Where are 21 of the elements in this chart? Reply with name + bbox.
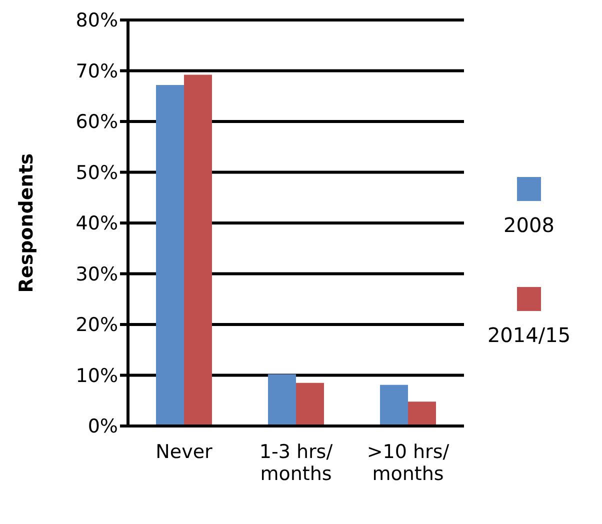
x-tick-label: >10 hrs/ months	[366, 441, 450, 485]
legend-label: 2014/15	[487, 323, 571, 347]
y-tick-label: 0%	[88, 416, 118, 438]
y-tick-label: 40%	[76, 212, 118, 235]
x-tick-label: Never	[156, 441, 213, 463]
bar	[408, 402, 436, 426]
x-tick-label: 1-3 hrs/ months	[259, 441, 334, 485]
bar	[156, 84, 184, 426]
y-tick-label: 10%	[76, 364, 118, 387]
y-tick-label: 20%	[76, 314, 118, 336]
bar	[296, 382, 324, 426]
legend-label: 2008	[504, 213, 554, 237]
bar	[380, 384, 408, 426]
y-axis-title: Respondents	[16, 153, 38, 293]
y-tick-label: 50%	[76, 162, 118, 184]
y-tick-label: 30%	[76, 263, 118, 286]
y-tick-label: 70%	[76, 60, 118, 82]
y-tick-label: 80%	[76, 10, 118, 32]
bar	[184, 74, 212, 426]
y-tick-label: 60%	[76, 111, 118, 134]
bar	[268, 374, 296, 426]
